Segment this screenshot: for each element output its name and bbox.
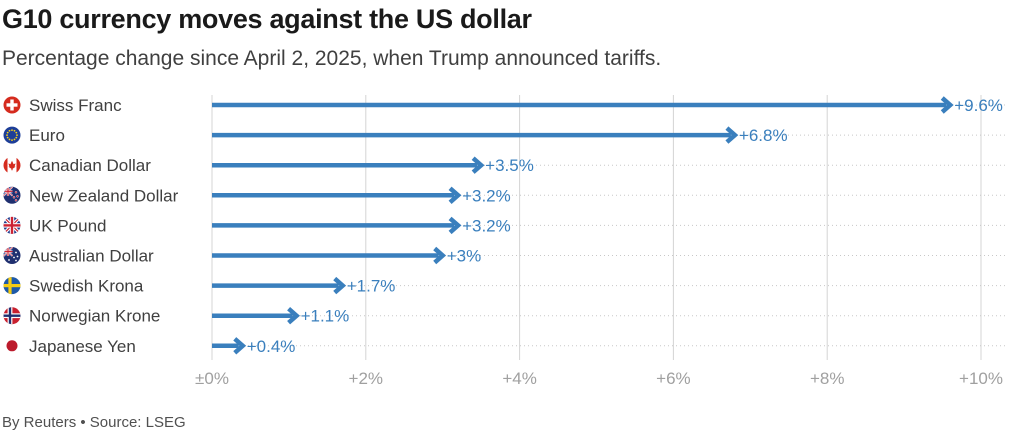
chart-footer: By Reuters • Source: LSEG [2, 414, 186, 431]
category-label: Swedish Krona [29, 277, 144, 296]
category-label: Japanese Yen [29, 337, 136, 356]
chart-subtitle: Percentage change since April 2, 2025, w… [2, 47, 662, 70]
japan-flag-icon [3, 337, 21, 355]
bar-arrow [212, 307, 301, 325]
bar-arrow [212, 156, 485, 174]
bar-arrow [212, 276, 347, 295]
bar-arrow [212, 186, 462, 204]
bars: +9.6% +6.8% +3.5% +3.2% +3.2% +3% +1.7% +1.1% +0… [212, 96, 1003, 356]
value-label: +9.6% [954, 96, 1003, 115]
bar-arrowhead [233, 337, 247, 355]
value-label: +6.8% [739, 126, 788, 145]
bar-arrowhead [725, 126, 739, 144]
x-tick-label: +4% [502, 369, 537, 388]
uk-flag-icon [3, 216, 21, 234]
category-labels: Swiss Franc Euro Canadian Dollar New Zealan… [3, 96, 179, 356]
bar-arrowhead [471, 156, 485, 174]
chart-area: ±0% +2% +4% +6% +8% +10% +9.6% +6.8% +3.5% +3.2%… [3, 95, 1008, 388]
category-label: Australian Dollar [29, 247, 154, 266]
bar-arrowhead [448, 186, 462, 204]
norway-flag-icon [3, 307, 21, 325]
category-label: Swiss Franc [29, 96, 122, 115]
value-label: +3% [447, 247, 482, 266]
x-tick-label: +8% [810, 369, 845, 388]
bar-arrowhead [940, 96, 954, 114]
x-tick-label: +2% [349, 369, 384, 388]
bar-arrowhead [287, 307, 301, 325]
chart-title: G10 currency moves against the US dollar [2, 4, 532, 34]
bar-arrow [212, 96, 954, 114]
value-label: +1.7% [347, 277, 396, 296]
value-label: +3.2% [462, 216, 511, 235]
bar-arrow [212, 216, 462, 235]
category-label: Euro [29, 126, 65, 145]
value-label: +3.5% [485, 156, 534, 175]
bar-arrowhead [448, 216, 462, 235]
x-tick-label: +10% [959, 369, 1003, 388]
bar-arrow [212, 246, 447, 265]
x-tick-label: +6% [656, 369, 691, 388]
category-label: Canadian Dollar [29, 156, 151, 175]
australia-flag-icon [3, 247, 21, 264]
bar-arrow [212, 126, 739, 144]
bar-arrowhead [433, 246, 447, 265]
sweden-flag-icon [3, 277, 21, 295]
category-label: New Zealand Dollar [29, 186, 179, 205]
value-label: +0.4% [247, 337, 296, 356]
value-label: +1.1% [301, 307, 350, 326]
x-axis-ticks: ±0% +2% +4% +6% +8% +10% [195, 369, 1003, 388]
new-zealand-flag-icon [3, 186, 21, 204]
canada-flag-icon [3, 156, 21, 174]
category-label: Norwegian Krone [29, 307, 160, 326]
bar-arrow [212, 337, 247, 355]
value-label: +3.2% [462, 186, 511, 205]
bar-arrowhead [333, 276, 347, 295]
x-tick-label: ±0% [195, 369, 229, 388]
eu-flag-icon [3, 126, 21, 144]
category-label: UK Pound [29, 216, 107, 235]
swiss-flag-icon [3, 96, 21, 114]
